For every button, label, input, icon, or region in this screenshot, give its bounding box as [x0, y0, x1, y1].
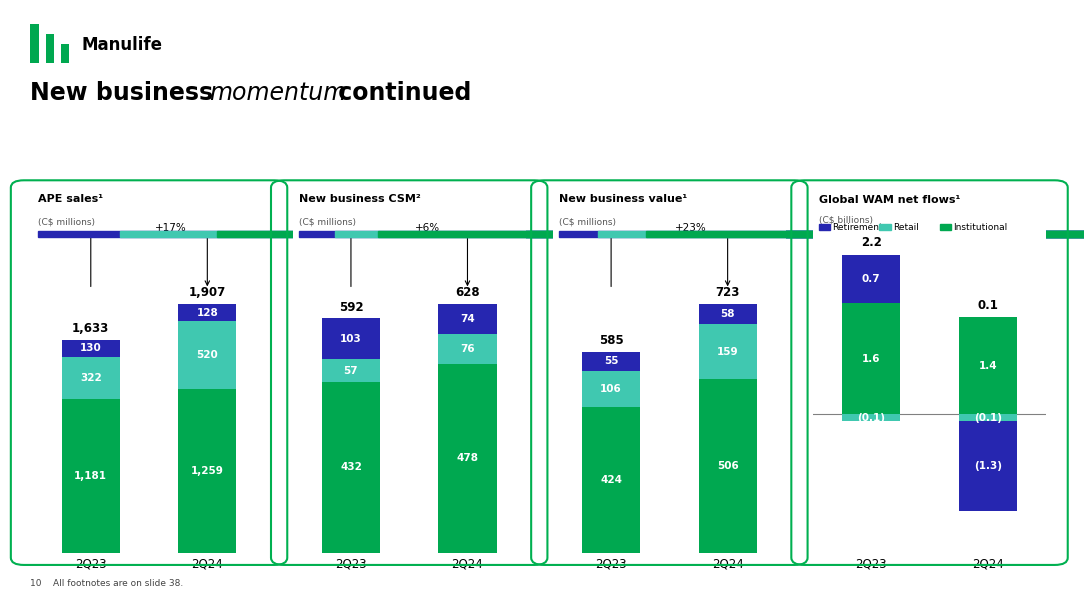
Text: New business CSM²: New business CSM² [298, 194, 421, 204]
Text: (1.3): (1.3) [973, 461, 1002, 471]
Bar [62, 340, 120, 357]
Text: 0.7: 0.7 [862, 274, 880, 284]
Bar [178, 389, 236, 553]
Bar [178, 321, 236, 389]
Bar [178, 304, 236, 321]
Bar [322, 319, 380, 359]
Text: 322: 322 [80, 373, 102, 383]
Text: 1,907: 1,907 [189, 286, 225, 299]
Text: 10    All footnotes are on slide 38.: 10 All footnotes are on slide 38. [30, 579, 183, 588]
Bar [582, 352, 641, 371]
Text: (0.1): (0.1) [857, 413, 886, 423]
Bar [582, 407, 641, 553]
Bar [62, 357, 120, 399]
Bar [582, 371, 641, 407]
Bar [940, 224, 952, 230]
Bar [842, 414, 901, 421]
Text: Global WAM net flows¹: Global WAM net flows¹ [818, 195, 960, 204]
Text: 1,181: 1,181 [75, 471, 107, 481]
Bar [120, 231, 1084, 237]
Bar [958, 421, 1017, 511]
Text: Retail: Retail [893, 222, 918, 231]
Bar [322, 382, 380, 553]
Bar [335, 231, 1084, 237]
Bar [62, 399, 120, 553]
Bar [958, 414, 1017, 421]
Bar [879, 224, 891, 230]
Text: (C$ billions): (C$ billions) [818, 215, 873, 224]
Text: 57: 57 [344, 365, 358, 376]
Text: (C$ millions): (C$ millions) [298, 218, 356, 227]
Bar [378, 231, 1084, 237]
Bar [698, 379, 757, 553]
Text: 424: 424 [601, 475, 622, 485]
Text: Manulife: Manulife [81, 36, 163, 54]
Text: 128: 128 [196, 308, 218, 317]
Text: New business: New business [30, 81, 222, 105]
Text: +23%: +23% [675, 223, 707, 233]
Text: 74: 74 [460, 314, 475, 324]
Text: APE sales¹: APE sales¹ [38, 194, 103, 204]
Text: +17%: +17% [155, 223, 186, 233]
Bar [598, 231, 1084, 237]
Bar [38, 231, 1084, 237]
Text: 55: 55 [604, 356, 618, 366]
Text: 76: 76 [461, 344, 475, 353]
Text: 106: 106 [601, 384, 622, 394]
Bar [842, 304, 901, 414]
Text: 0.1: 0.1 [978, 299, 998, 311]
Text: Retirement: Retirement [833, 222, 882, 231]
Text: 58: 58 [721, 309, 735, 319]
Text: 1.6: 1.6 [862, 354, 880, 364]
Text: 1,259: 1,259 [191, 466, 223, 476]
Text: 592: 592 [338, 300, 363, 314]
Bar [646, 231, 1084, 237]
Bar [558, 231, 1084, 237]
Bar [322, 359, 380, 382]
Text: 1.4: 1.4 [979, 361, 997, 371]
Bar [842, 255, 901, 304]
Text: (C$ millions): (C$ millions) [558, 218, 616, 227]
Text: New business value¹: New business value¹ [558, 194, 687, 204]
Text: Institutional: Institutional [953, 222, 1008, 231]
Text: 1,633: 1,633 [73, 322, 109, 335]
Text: 103: 103 [340, 334, 362, 344]
Bar [958, 317, 1017, 414]
Text: 159: 159 [717, 347, 738, 356]
Text: +6%: +6% [415, 223, 440, 233]
Bar [698, 304, 757, 324]
Bar [698, 324, 757, 379]
Bar [438, 364, 496, 553]
Text: (0.1): (0.1) [973, 413, 1002, 423]
Text: 628: 628 [455, 286, 480, 299]
Text: 2.2: 2.2 [861, 236, 881, 249]
Text: 130: 130 [80, 343, 102, 353]
Bar [217, 231, 1084, 237]
Text: (C$ millions): (C$ millions) [38, 218, 95, 227]
Bar [818, 224, 830, 230]
Text: 520: 520 [196, 350, 218, 360]
Text: 432: 432 [340, 462, 362, 472]
Text: 478: 478 [456, 453, 478, 463]
Bar [298, 231, 1084, 237]
Text: 723: 723 [715, 286, 739, 299]
Text: 506: 506 [717, 461, 738, 471]
Bar [438, 334, 496, 364]
Text: momentum: momentum [209, 81, 347, 105]
Text: continued: continued [330, 81, 470, 105]
Text: 585: 585 [598, 334, 623, 347]
Bar [438, 304, 496, 334]
